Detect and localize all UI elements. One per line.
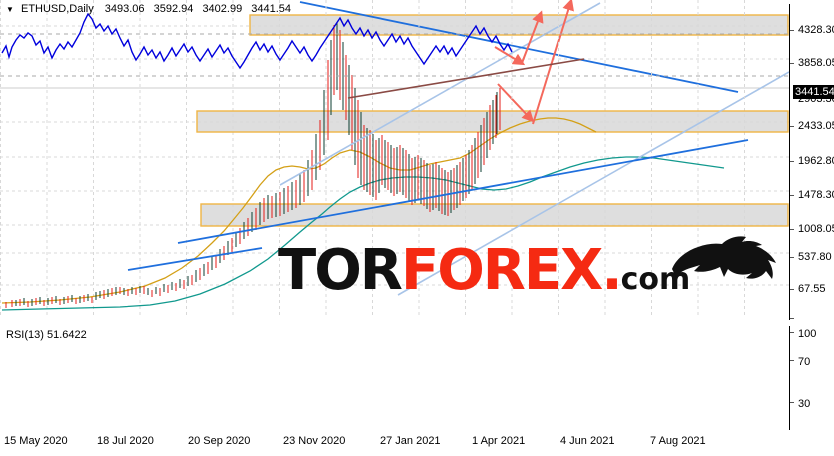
price-axis-label: 1008.05 [798,223,834,235]
date-axis-label: 27 Jan 2021 [380,435,441,447]
open-value: 3493.06 [104,3,145,15]
rsi-indicator-panel[interactable] [0,0,790,420]
date-axis-label: 20 Sep 2020 [188,435,251,447]
rsi-level-lines [0,33,789,77]
rsi-axis-label: 70 [798,356,811,368]
rsi-axis-label: 30 [798,398,811,410]
collapse-icon[interactable]: ▼ [6,4,14,14]
rsi-chart-canvas [0,0,789,104]
chart-header: ▼ ETHUSD,Daily 3493.06 3592.94 3402.99 3… [6,3,297,15]
date-axis-label: 1 Apr 2021 [472,435,526,447]
price-axis-label: 1478.30 [798,189,834,201]
support-zone-lower[interactable] [200,203,789,227]
candlestick-series [5,22,501,308]
moving-average-slow-line [1,156,725,311]
rsi-axis-label: 100 [798,328,817,340]
price-axis-label: 2433.05 [798,120,834,132]
date-axis-label: 15 May 2020 [4,435,68,447]
date-axis[interactable]: 15 May 2020 18 Jul 2020 20 Sep 2020 23 N… [0,431,790,456]
date-axis-label: 7 Aug 2021 [650,435,706,447]
rsi-header-label: RSI(13) 51.6422 [6,329,87,341]
date-axis-label: 18 Jul 2020 [97,435,154,447]
date-axis-label: 23 Nov 2020 [283,435,346,447]
price-axis-label: 3858.05 [798,57,834,69]
rsi-vertical-gridlines [0,0,789,104]
price-axis-label: 67.55 [798,283,826,295]
high-value: 3592.94 [153,3,194,15]
channel-lower-line [397,71,789,296]
bull-logo-icon [672,236,776,279]
price-axis-label: 537.80 [798,251,832,263]
close-value: 3441.54 [251,3,292,15]
low-value: 3402.99 [202,3,243,15]
current-price-badge: 3441.54 [793,85,834,99]
price-axis-label: 4328.30 [798,24,834,36]
rsi-axis[interactable]: 100 70 30 [789,326,834,430]
rsi-arrow-up [521,10,544,64]
rsi-arrow-down [494,46,526,66]
rsi-line [1,12,513,70]
symbol-label: ETHUSD,Daily [20,3,94,15]
price-axis[interactable]: 4328.30 3858.05 2903.30 2433.05 1962.80 … [789,4,834,320]
price-axis-label: 1962.80 [798,155,834,167]
ascending-trendline-main [177,139,749,244]
date-axis-label: 4 Jun 2021 [560,435,615,447]
rsi-ascending-trendline[interactable] [347,58,585,99]
ascending-trendline-early [127,247,263,271]
rsi-forecast-arrows[interactable] [494,10,544,66]
